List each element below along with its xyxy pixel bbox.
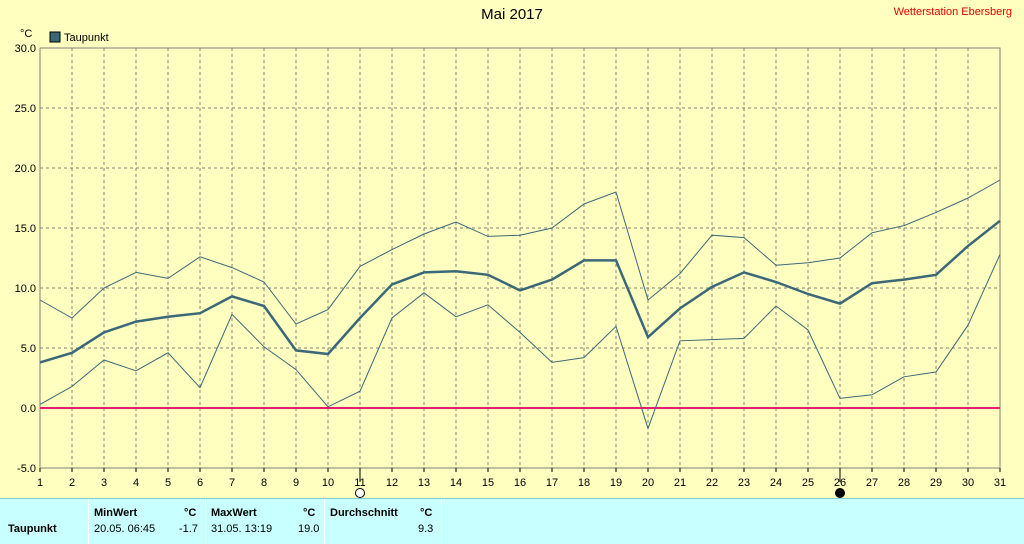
avg-header: Durchschnitt <box>330 507 398 519</box>
x-tick-16: 16 <box>514 477 526 489</box>
taupunkt-line <box>39 219 1001 364</box>
x-tick-15: 15 <box>482 477 494 489</box>
stats-label-cell: Taupunkt <box>0 499 89 544</box>
min-value: -1.7 <box>179 523 198 535</box>
x-tick-18: 18 <box>578 477 590 489</box>
y-tick-labels: -5.0 0.0 5.0 10.0 15.0 20.0 25.0 30.0 <box>15 43 36 475</box>
y-tick-10: 10.0 <box>15 283 36 295</box>
x-tick-11: 11 <box>354 477 365 489</box>
y-tick-30: 30.0 <box>15 43 36 55</box>
x-tick-24: 24 <box>770 477 782 489</box>
stats-row-label: Taupunkt <box>8 523 57 535</box>
y-tick-5: 5.0 <box>21 343 36 355</box>
stats-panel: Taupunkt MinWert °C 20.05. 06:45 -1.7 Ma… <box>0 498 1024 544</box>
y-tick--5: -5.0 <box>17 463 36 475</box>
x-tick-labels: 1 2 3 4 5 6 7 8 9 10 11 12 13 14 15 16 17 18 19 20 21 22 23 24 2… <box>37 468 1006 489</box>
avg-value: 9.3 <box>418 523 434 535</box>
x-tick-23: 23 <box>738 477 750 489</box>
x-tick-12: 12 <box>386 477 398 489</box>
full-moon-icon-11 <box>355 488 365 498</box>
stats-min-cell: MinWert °C 20.05. 06:45 -1.7 <box>89 499 206 544</box>
y-tick-15: 15.0 <box>15 223 36 235</box>
min-envelope-line <box>39 254 1001 430</box>
x-tick-29: 29 <box>930 477 942 489</box>
max-time: 31.05. 13:19 <box>211 523 273 535</box>
x-tick-6: 6 <box>197 477 203 489</box>
max-value: 19.0 <box>298 523 320 535</box>
y-tick-20: 20.0 <box>15 163 36 175</box>
chart-title: Mai 2017 <box>481 6 543 23</box>
x-tick-31: 31 <box>994 477 1006 489</box>
x-tick-22: 22 <box>706 477 718 489</box>
x-tick-20: 20 <box>642 477 654 489</box>
x-tick-17: 17 <box>546 477 558 489</box>
x-tick-25: 25 <box>802 477 814 489</box>
max-header: MaxWert <box>211 507 257 519</box>
y-tick-25: 25.0 <box>15 103 36 115</box>
x-tick-3: 3 <box>101 477 107 489</box>
x-tick-21: 21 <box>674 477 686 489</box>
x-tick-1: 1 <box>37 477 43 489</box>
avg-unit: °C <box>420 507 433 519</box>
x-tick-26: 26 <box>834 477 846 489</box>
y-tick-0: 0.0 <box>21 403 36 415</box>
moon-markers <box>355 468 845 498</box>
station-name: Wetterstation Ebersberg <box>893 6 1012 18</box>
x-tick-7: 7 <box>229 477 235 489</box>
x-tick-28: 28 <box>898 477 910 489</box>
x-tick-4: 4 <box>133 477 139 489</box>
stats-avg-cell: Durchschnitt °C 9.3 <box>325 499 442 544</box>
x-tick-14: 14 <box>450 477 462 489</box>
min-time: 20.05. 06:45 <box>94 523 156 535</box>
series-lines <box>39 179 1001 430</box>
min-unit: °C <box>184 507 197 519</box>
x-tick-13: 13 <box>418 477 430 489</box>
max-envelope-line <box>39 179 1001 325</box>
x-tick-5: 5 <box>165 477 171 489</box>
max-unit: °C <box>303 507 316 519</box>
x-tick-30: 30 <box>962 477 974 489</box>
x-tick-8: 8 <box>261 477 267 489</box>
legend-swatch <box>49 31 61 43</box>
x-tick-10: 10 <box>322 477 334 489</box>
new-moon-icon-26 <box>835 488 845 498</box>
min-header: MinWert <box>94 507 138 519</box>
x-tick-19: 19 <box>610 477 622 489</box>
stats-max-cell: MaxWert °C 31.05. 13:19 19.0 <box>206 499 325 544</box>
x-tick-27: 27 <box>866 477 878 489</box>
x-tick-9: 9 <box>293 477 299 489</box>
y-axis-unit: °C <box>20 28 32 40</box>
x-tick-2: 2 <box>69 477 75 489</box>
legend-label: Taupunkt <box>64 32 109 44</box>
